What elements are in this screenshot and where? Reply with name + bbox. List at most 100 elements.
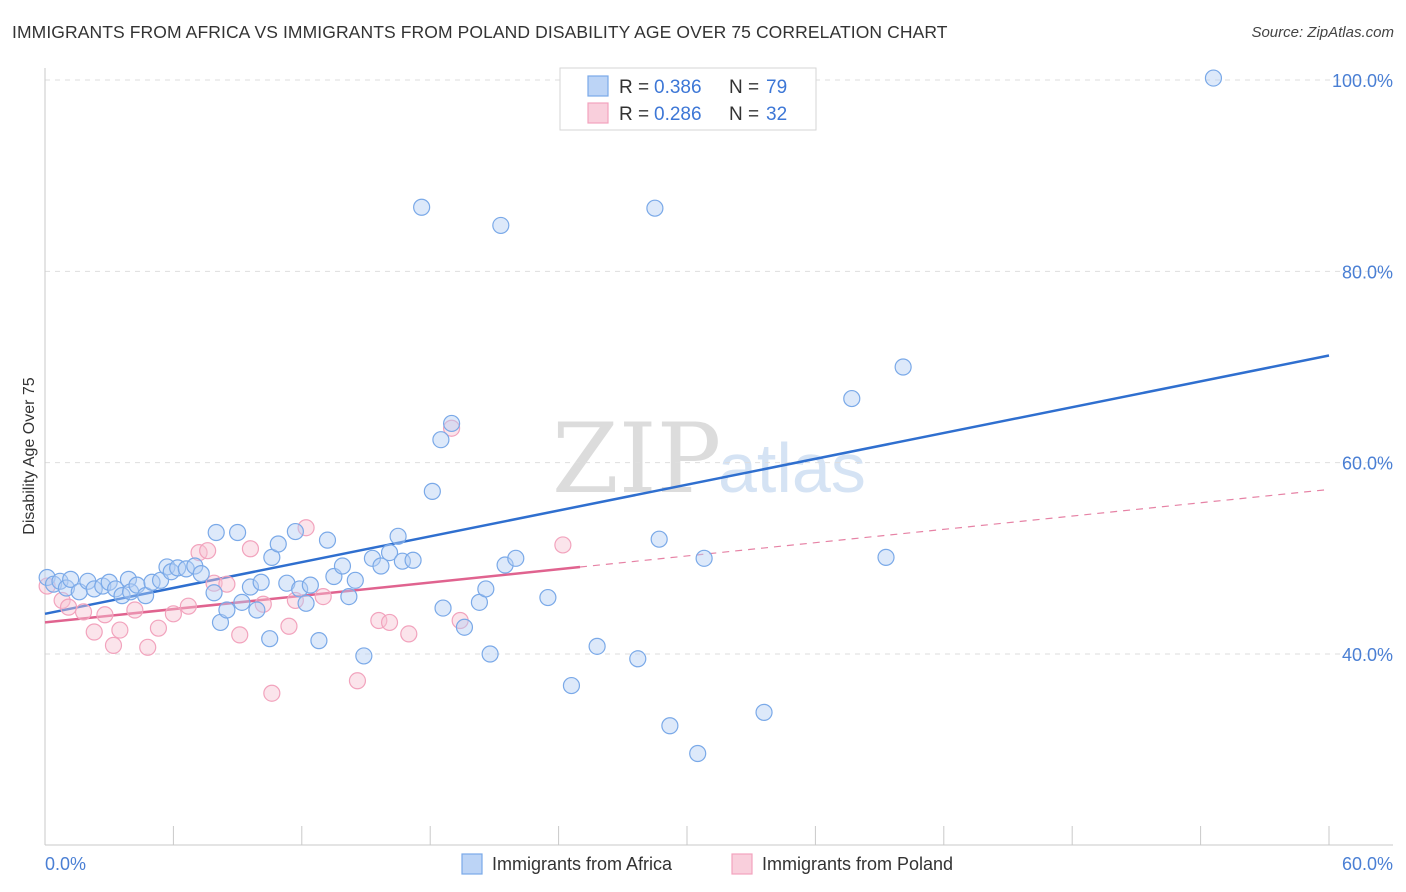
legend-swatch-africa (587, 75, 609, 97)
africa-point-79 (1204, 69, 1223, 87)
watermark-zip: ZIP (552, 403, 721, 515)
poland-point-17 (231, 626, 249, 644)
africa-point-59 (455, 618, 474, 636)
source-credit: Source: ZipAtlas.com (1251, 24, 1394, 41)
africa-point-46 (346, 571, 364, 589)
africa-point-54 (413, 198, 431, 216)
africa-point-37 (286, 522, 304, 541)
bottom-legend-swatch-africa (461, 853, 483, 875)
poland-point-26 (370, 611, 388, 630)
poland-point-18 (241, 540, 260, 558)
africa-point-71 (650, 530, 668, 548)
bottom-legend: Immigrants from Africa Immigrants from P… (461, 853, 953, 875)
africa-point-73 (689, 744, 707, 763)
africa-point-28 (229, 523, 247, 542)
africa-point-31 (248, 601, 266, 619)
poland-point-11 (164, 605, 182, 623)
y-tick-label-80: 80.0% (1342, 262, 1393, 282)
africa-point-0 (38, 568, 56, 587)
poland-point-21 (280, 617, 298, 635)
poland-point-25 (348, 672, 367, 690)
africa-point-62 (481, 645, 499, 663)
poland-point-7 (111, 621, 129, 639)
trendline-africa (44, 354, 1330, 616)
africa-point-72 (661, 717, 679, 735)
africa-point-45 (340, 587, 358, 606)
poland-point-29 (443, 419, 461, 437)
africa-point-78 (894, 358, 912, 376)
africa-point-24 (205, 584, 223, 602)
poland-point-31 (554, 536, 572, 554)
series-africa-points (38, 69, 1223, 763)
africa-point-4 (62, 570, 80, 588)
chart-title: IMMIGRANTS FROM AFRICA VS IMMIGRANTS FRO… (12, 22, 948, 42)
africa-point-56 (432, 431, 450, 449)
africa-point-58 (443, 414, 461, 433)
poland-point-10 (149, 619, 168, 637)
legend-n-value-africa: 79 (766, 77, 787, 98)
poland-point-19 (254, 595, 272, 613)
africa-point-66 (539, 588, 557, 607)
legend-r-label-africa: R = (619, 77, 649, 98)
legend-n-label-poland: N = (729, 104, 759, 125)
africa-point-12 (119, 570, 138, 588)
africa-point-27 (218, 601, 236, 619)
legend: R = 0.386 N = 79 R = 0.286 N = 32 (559, 67, 817, 131)
poland-point-16 (218, 575, 236, 593)
africa-point-70 (646, 199, 664, 217)
y-tick-label-100: 100.0% (1332, 71, 1393, 91)
bottom-legend-label-poland: Immigrants from Poland (762, 854, 953, 874)
poland-point-27 (380, 613, 399, 632)
africa-point-42 (318, 531, 337, 549)
poland-point-8 (126, 601, 144, 619)
africa-point-63 (492, 216, 510, 235)
africa-point-75 (755, 703, 773, 721)
africa-point-25 (207, 523, 225, 542)
africa-point-57 (434, 599, 452, 617)
series-poland-points (38, 419, 572, 702)
poland-point-5 (96, 606, 114, 624)
poland-point-12 (179, 597, 197, 615)
poland-point-0 (38, 577, 56, 595)
africa-point-53 (404, 551, 422, 569)
africa-point-67 (562, 676, 581, 695)
watermark-atlas: atlas (718, 429, 866, 507)
legend-r-value-poland: 0.286 (654, 104, 702, 125)
poland-point-20 (263, 684, 281, 702)
africa-point-77 (877, 548, 895, 566)
poland-point-28 (400, 625, 418, 643)
legend-n-value-poland: 32 (766, 104, 787, 125)
africa-point-9 (100, 573, 118, 591)
africa-point-35 (269, 535, 287, 553)
bottom-legend-label-africa: Immigrants from Africa (492, 854, 673, 874)
legend-n-label-africa: N = (729, 77, 759, 98)
poland-point-15 (205, 574, 223, 592)
africa-point-55 (423, 482, 441, 500)
legend-r-value-africa: 0.386 (654, 77, 702, 98)
africa-point-44 (333, 557, 352, 575)
africa-point-61 (477, 580, 495, 598)
x-axis-ticks (44, 826, 1330, 845)
africa-point-11 (113, 587, 131, 605)
africa-point-2 (51, 572, 69, 590)
x-tick-label-max: 60.0% (1342, 854, 1393, 874)
y-tick-label-40: 40.0% (1342, 645, 1393, 665)
bottom-legend-swatch-poland (731, 853, 753, 875)
legend-r-label-poland: R = (619, 104, 649, 125)
africa-point-20 (169, 559, 187, 577)
africa-point-30 (241, 578, 260, 596)
poland-point-4 (85, 623, 103, 641)
africa-point-49 (372, 557, 390, 575)
y-tick-labels: 40.0% 60.0% 80.0% 100.0% (1332, 71, 1393, 665)
poland-point-2 (59, 598, 78, 616)
legend-swatch-poland (587, 102, 609, 124)
trendline-poland (44, 565, 581, 624)
africa-point-69 (629, 650, 647, 668)
africa-point-51 (389, 527, 407, 545)
poland-point-9 (139, 638, 157, 656)
trendline-poland-extension (579, 488, 1330, 568)
africa-point-39 (297, 594, 315, 612)
africa-point-32 (252, 573, 270, 591)
africa-point-40 (301, 576, 319, 594)
